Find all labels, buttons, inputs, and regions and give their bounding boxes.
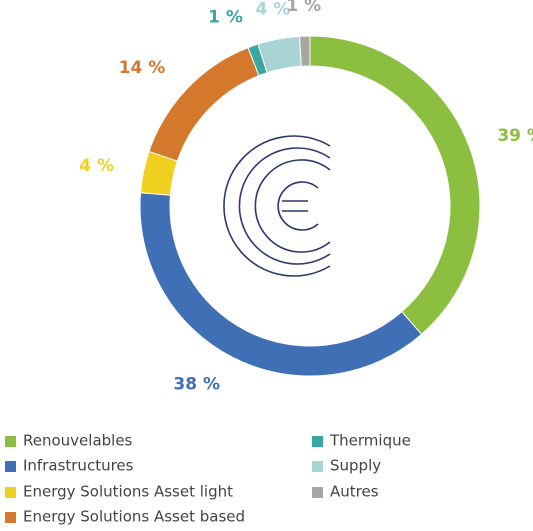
donut-segment [309, 35, 481, 336]
data-label: 14 % [119, 58, 166, 78]
data-label: 4 % [255, 0, 290, 19]
euro-icon [223, 135, 331, 277]
legend-label: Supply [330, 457, 381, 475]
data-label: 1 % [286, 0, 321, 16]
legend-label: Infrastructures [23, 457, 134, 475]
legend-swatch [5, 461, 16, 472]
donut-segment [148, 47, 260, 162]
legend-swatch [312, 461, 323, 472]
legend-label: Energy Solutions Asset based [23, 508, 245, 526]
data-label: 4 % [79, 156, 114, 176]
legend-label: Thermique [329, 432, 411, 450]
data-label: 39 % [497, 126, 533, 146]
legend-label: Energy Solutions Asset light [23, 483, 233, 501]
legend-swatch [5, 512, 16, 523]
legend-swatch [312, 487, 323, 498]
legend-label: Renouvelables [23, 432, 133, 450]
legend-swatch [5, 436, 16, 447]
legend-label: Autres [330, 483, 379, 501]
data-label: 1 % [208, 8, 243, 28]
legend-swatch [5, 487, 16, 498]
donut-segment [139, 192, 423, 377]
data-label: 38 % [173, 375, 220, 395]
legend-swatch [312, 436, 323, 447]
donut-segment [298, 35, 311, 67]
